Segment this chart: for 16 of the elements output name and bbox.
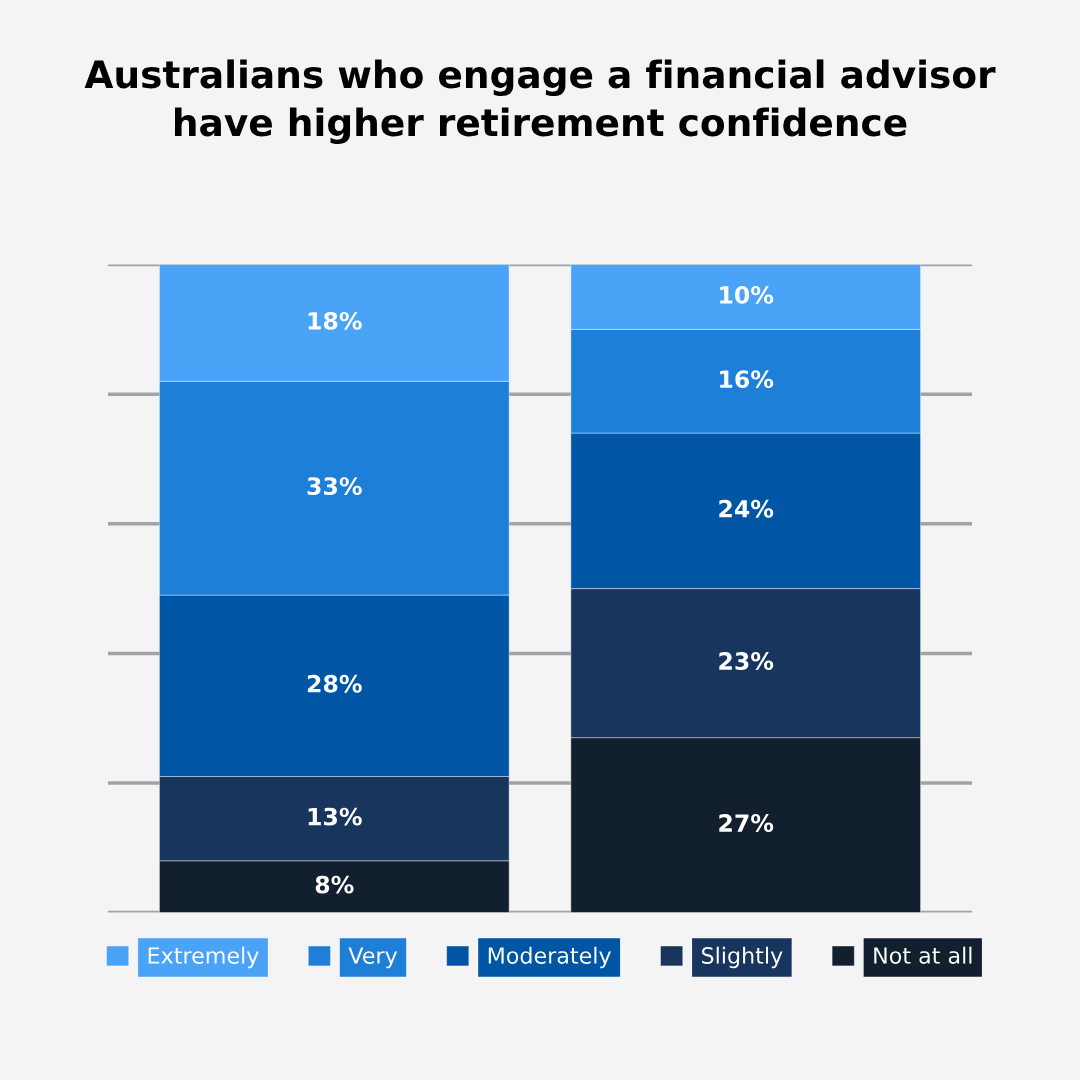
data-label: 28% — [307, 674, 362, 693]
data-label: 8% — [315, 875, 354, 894]
legend-label: Moderately — [488, 946, 611, 969]
legend-label: Very — [348, 947, 398, 969]
legend-label: Extremely — [148, 946, 259, 969]
data-label: 24% — [719, 499, 774, 518]
chart-title: Australians who engage a financial advisor have higher retirement confidence — [84, 59, 996, 144]
data-label: 10% — [720, 285, 774, 304]
data-label: 23% — [719, 652, 774, 670]
data-label: 33% — [307, 477, 362, 496]
legend-label: Slightly — [701, 946, 783, 969]
data-label: 18% — [308, 311, 362, 330]
legend-label: Not at all — [874, 946, 972, 964]
data-label: 27% — [719, 814, 774, 832]
data-label: 16% — [720, 370, 774, 389]
data-label: 13% — [308, 807, 362, 826]
